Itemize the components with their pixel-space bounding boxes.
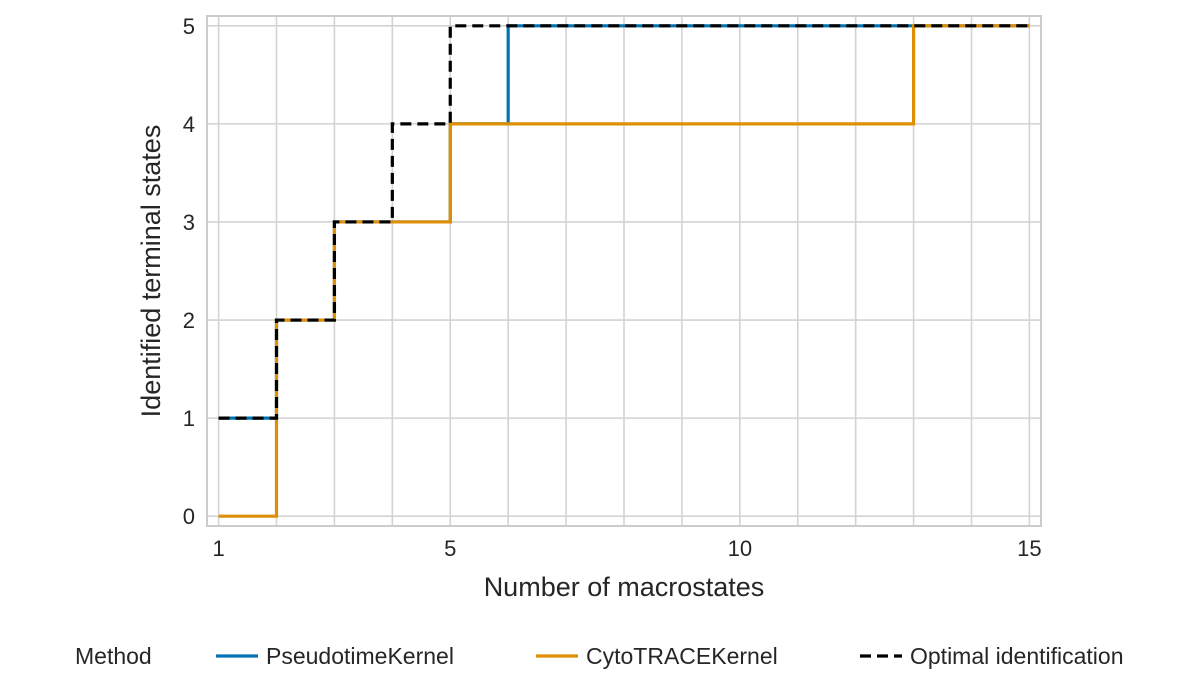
x-tick-labels: 1 5 10 15 [212,536,1041,561]
legend: Method PseudotimeKernel CytoTRACEKernel Op… [75,643,1124,669]
legend-title: Method [75,643,152,669]
plot-frame [206,15,1042,527]
legend-label: PseudotimeKernel [266,643,454,669]
y-tick-label: 2 [183,308,195,333]
legend-label: Optimal identification [910,643,1124,669]
y-tick-label: 1 [183,406,195,431]
series-line-2 [218,24,1030,420]
x-tick-label: 1 [212,536,224,561]
x-tick-label: 15 [1017,536,1041,561]
legend-label: CytoTRACEKernel [586,643,778,669]
y-axis-label: Identified terminal states [136,125,166,418]
series-lines [218,24,1030,518]
y-tick-label: 4 [183,112,195,137]
x-axis-label: Number of macrostates [484,572,765,602]
y-tick-label: 0 [183,504,195,529]
x-tick-label: 10 [728,536,752,561]
x-tick-label: 5 [444,536,456,561]
y-tick-labels: 0 1 2 3 4 5 [183,14,195,529]
grid [207,16,1041,526]
y-tick-label: 3 [183,210,195,235]
y-tick-label: 5 [183,14,195,39]
